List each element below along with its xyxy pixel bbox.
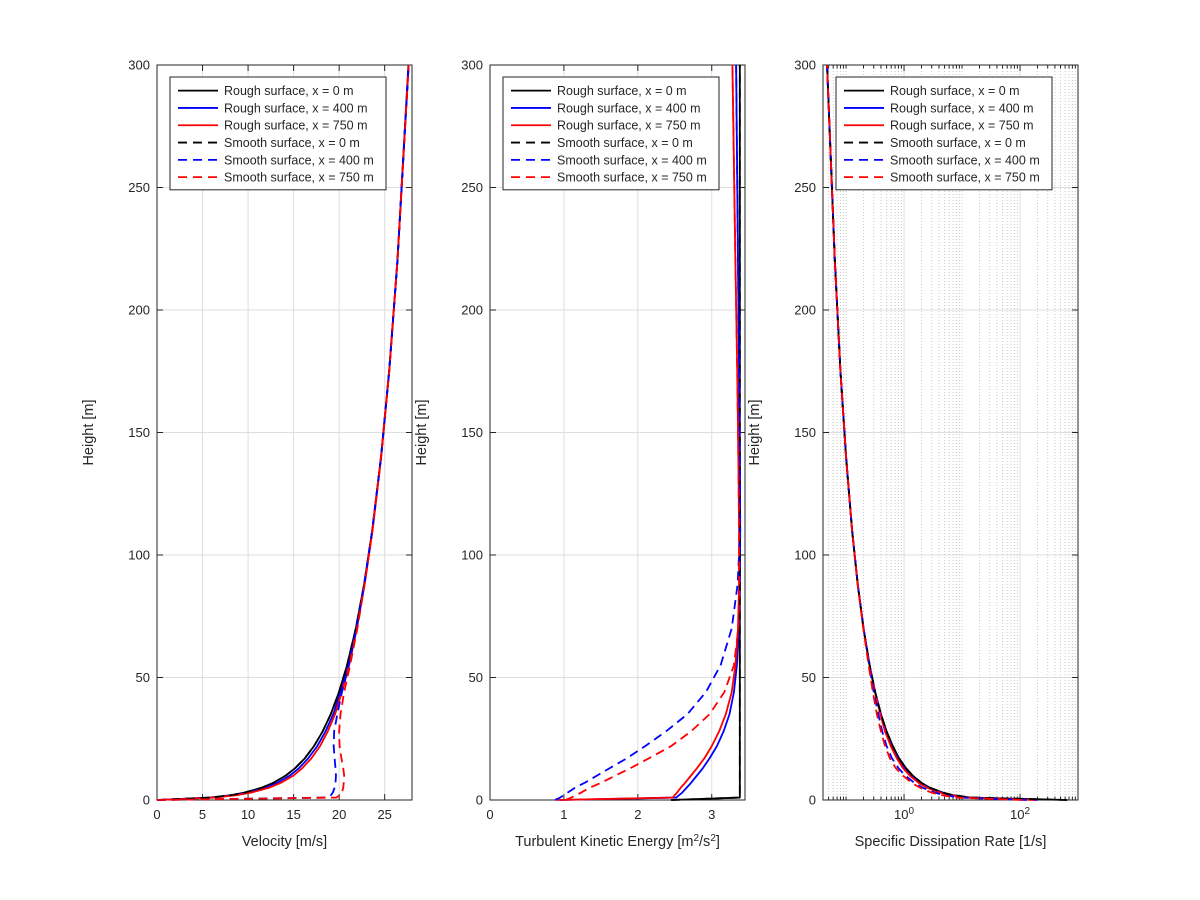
y-tick-label: 100 — [794, 548, 816, 563]
series-smooth-x400 — [554, 64, 742, 801]
legend-label: Rough surface, x = 0 m — [890, 84, 1020, 98]
x-tick-label: 10 — [241, 807, 255, 822]
legend-label: Smooth surface, x = 750 m — [557, 171, 707, 185]
legend-box — [169, 76, 387, 191]
x-tick-label: 15 — [286, 807, 300, 822]
x-tick-label: 3 — [708, 807, 715, 822]
series-smooth-x0 — [156, 64, 410, 801]
series-smooth-x0 — [671, 65, 741, 801]
y-tick-label: 50 — [136, 670, 150, 685]
y-tick-label: 150 — [794, 425, 816, 440]
y-tick-label: 50 — [469, 670, 483, 685]
y-tick-label: 0 — [143, 793, 150, 808]
y-tick-label: 200 — [794, 303, 816, 318]
legend-label: Rough surface, x = 400 m — [890, 101, 1033, 115]
series-smooth-x400 — [826, 64, 1027, 801]
x-tick-label: 25 — [377, 807, 391, 822]
legend: Rough surface, x = 0 m Rough surface, x =… — [169, 76, 387, 191]
series-smooth-x750 — [565, 64, 740, 801]
legend-label: Smooth surface, x = 400 m — [557, 153, 707, 167]
y-tick-label: 200 — [461, 303, 483, 318]
x-tick-label: 0 — [153, 807, 160, 822]
x-tick-label: 100 — [894, 806, 914, 822]
legend: Rough surface, x = 0 m Rough surface, x =… — [502, 76, 720, 191]
legend-label: Rough surface, x = 750 m — [224, 119, 367, 133]
x-tick-label: 5 — [199, 807, 206, 822]
x-tick-label: 1 — [560, 807, 567, 822]
y-tick-label: 300 — [128, 58, 150, 73]
legend-box — [502, 76, 720, 191]
y-tick-label: 250 — [461, 180, 483, 195]
x-axis-label: Specific Dissipation Rate [1/s] — [855, 834, 1047, 850]
y-tick-label: 50 — [802, 670, 816, 685]
x-tick-label: 2 — [634, 807, 641, 822]
legend-box — [835, 76, 1053, 191]
y-tick-label: 200 — [128, 303, 150, 318]
x-tick-label: 102 — [1010, 806, 1030, 822]
legend-label: Rough surface, x = 750 m — [557, 119, 700, 133]
legend-label: Smooth surface, x = 0 m — [224, 136, 360, 150]
tke-profile-plot: 0 1 2 3 0 50 100 150 200 250 300 Turbulent Kinetic … — [414, 58, 746, 850]
y-tick-label: 150 — [461, 425, 483, 440]
x-axis-label: Turbulent Kinetic Energy [m2/s2] — [515, 833, 720, 850]
series-smooth-x750 — [156, 64, 410, 801]
y-axis-label: Height [m] — [81, 399, 97, 465]
y-tick-label: 0 — [809, 793, 816, 808]
legend-label: Smooth surface, x = 0 m — [557, 136, 693, 150]
legend-label: Rough surface, x = 0 m — [557, 84, 687, 98]
series-smooth-x750 — [826, 64, 1023, 801]
x-tick-label: 20 — [332, 807, 346, 822]
legend-label: Rough surface, x = 400 m — [557, 101, 700, 115]
x-tick-label: 0 — [486, 807, 493, 822]
legend-label: Smooth surface, x = 400 m — [890, 153, 1040, 167]
y-axis-label: Height [m] — [747, 399, 763, 465]
legend-label: Rough surface, x = 0 m — [224, 84, 354, 98]
y-tick-label: 250 — [128, 180, 150, 195]
legend-label: Smooth surface, x = 750 m — [890, 171, 1040, 185]
y-tick-label: 300 — [794, 58, 816, 73]
y-tick-label: 150 — [128, 425, 150, 440]
y-axis-label: Height [m] — [414, 399, 430, 465]
y-tick-label: 100 — [461, 548, 483, 563]
omega-profile-plot: 100 102 0 50 100 150 200 250 300 Specific Dissipa… — [747, 58, 1079, 850]
y-tick-label: 0 — [476, 793, 483, 808]
legend-label: Rough surface, x = 750 m — [890, 119, 1033, 133]
legend-label: Smooth surface, x = 400 m — [224, 153, 374, 167]
series-group — [554, 64, 742, 801]
series-group — [156, 64, 410, 801]
legend: Rough surface, x = 0 m Rough surface, x =… — [835, 76, 1053, 191]
y-tick-label: 250 — [794, 180, 816, 195]
x-axis-label: Velocity [m/s] — [242, 834, 327, 850]
series-group — [826, 64, 1068, 801]
legend-label: Smooth surface, x = 0 m — [890, 136, 1026, 150]
y-tick-label: 300 — [461, 58, 483, 73]
legend-label: Smooth surface, x = 750 m — [224, 171, 374, 185]
y-tick-label: 100 — [128, 548, 150, 563]
legend-label: Rough surface, x = 400 m — [224, 101, 367, 115]
